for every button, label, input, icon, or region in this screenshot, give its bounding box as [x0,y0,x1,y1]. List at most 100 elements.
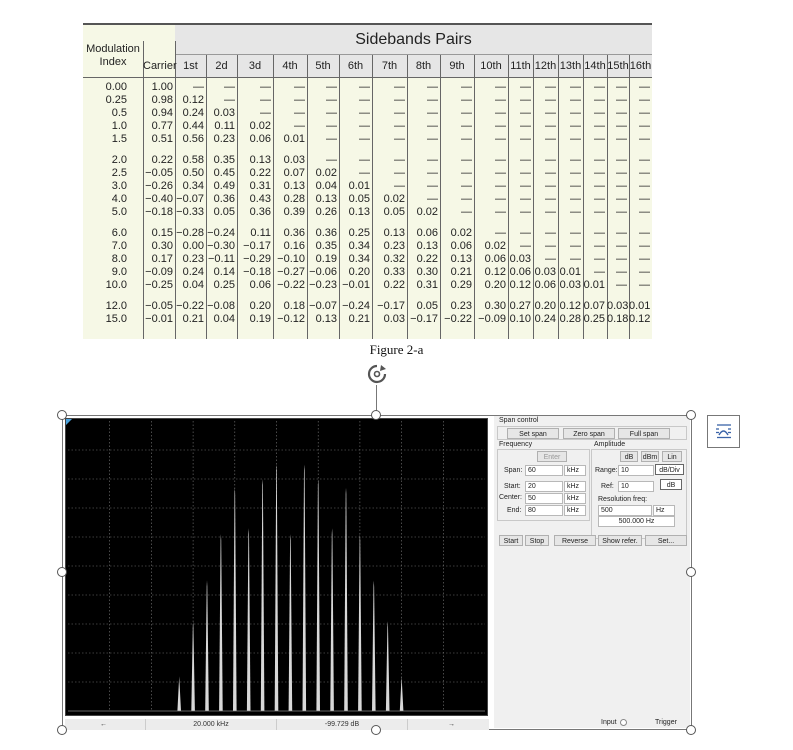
span-input[interactable]: 60 [525,465,563,476]
start-button[interactable]: Start [499,535,523,546]
sideband-cell: 0.07 [283,167,305,179]
resize-handle-bottom-left[interactable] [57,725,67,735]
sideband-header: 15th [607,60,629,72]
scroll-left-arrow[interactable]: ← [100,721,107,728]
sideband-cell: 0.13 [315,193,337,205]
table-column-rule [273,55,274,339]
sideband-cell: −0.10 [277,253,305,265]
table-header-rule [83,77,652,78]
full-span-button[interactable]: Full span [618,428,670,439]
sideband-cell: — [461,167,472,179]
sideband-cell: −0.08 [207,300,235,312]
show-reference-button[interactable]: Show refer. [598,535,642,546]
resize-handle-bottom[interactable] [371,725,381,735]
resize-handle-top-right[interactable] [686,410,696,420]
sideband-cell: — [594,107,605,119]
table-column-rule [307,55,308,339]
sideband-cell: — [639,167,650,179]
layout-options-button[interactable] [707,415,740,448]
lin-button[interactable]: Lin [662,451,682,462]
set-span-button[interactable]: Set span [507,428,559,439]
range-unit-button[interactable]: dB/Div [655,464,684,475]
status-bar: ← 20.000 kHz -99.729 dB → [65,719,489,730]
sideband-cell: — [639,81,650,93]
sideband-cell: −0.17 [377,300,405,312]
sideband-cell: — [359,107,370,119]
sideband-cell: −0.07 [176,193,204,205]
center-unit-select[interactable]: kHz [564,493,586,504]
sideband-cell: — [639,227,650,239]
sideband-cell: −0.28 [176,227,204,239]
input-indicator-label: Input [601,719,617,726]
sideband-cell: 0.16 [283,240,305,252]
end-input[interactable]: 80 [525,505,563,516]
start-unit-select[interactable]: kHz [564,481,586,492]
carrier-cell: −0.26 [145,180,173,192]
rotate-handle-icon[interactable] [366,363,388,385]
set-dialog-button[interactable]: Set... [645,535,687,546]
end-field-label: End: [507,507,522,514]
resize-handle-left[interactable] [57,567,67,577]
reverse-button[interactable]: Reverse [554,535,596,546]
sideband-cell: 0.28 [559,313,581,325]
dbm-button[interactable]: dBm [641,451,659,462]
sideband-cell: — [545,133,556,145]
span-control-group [497,426,687,440]
sideband-header: 9th [449,60,465,72]
sideband-cell: 0.28 [283,193,305,205]
sideband-cell: 0.21 [348,313,370,325]
sideband-cell: −0.33 [176,206,204,218]
range-input[interactable]: 10 [618,465,654,476]
resize-handle-bottom-right[interactable] [686,725,696,735]
sideband-cell: — [639,154,650,166]
start-input[interactable]: 20 [525,481,563,492]
sideband-cell: 0.27 [509,300,531,312]
scroll-right-arrow[interactable]: → [448,721,455,728]
resolution-unit-select[interactable]: Hz [653,505,675,516]
sideband-cell: 0.23 [450,300,472,312]
resize-handle-top[interactable] [371,410,381,420]
sideband-cell: 0.13 [383,227,405,239]
sideband-cell: — [394,120,405,132]
sideband-cell: 0.03 [283,154,305,166]
table-column-rule [372,55,373,339]
sideband-cell: — [326,94,337,106]
resize-handle-right[interactable] [686,567,696,577]
sideband-cell: 0.31 [416,279,438,291]
sideband-cell: — [594,206,605,218]
layout-options-icon [716,424,731,439]
ref-input[interactable]: 10 [618,481,654,492]
modulation-index-cell: 12.0 [105,300,127,312]
sideband-cell: — [461,120,472,132]
db-button[interactable]: dB [620,451,638,462]
enter-button[interactable]: Enter [537,451,567,462]
sideband-cell: — [616,279,627,291]
resolution-freq-input[interactable]: 500 [598,505,652,516]
resize-handle-top-left[interactable] [57,410,67,420]
sideband-cell: — [639,120,650,132]
table-column-rule [474,55,475,339]
sideband-cell: — [616,240,627,252]
zero-span-button[interactable]: Zero span [563,428,615,439]
stop-button[interactable]: Stop [525,535,549,546]
spectral-line [330,528,334,711]
sideband-cell: 0.43 [249,193,271,205]
span-unit-select[interactable]: kHz [564,465,586,476]
spectral-line [358,534,362,711]
sideband-cell: — [616,94,627,106]
sideband-cell: 0.13 [450,253,472,265]
sideband-cell: 0.01 [559,266,581,278]
modulation-index-cell: 4.0 [111,193,127,205]
sideband-cell: — [639,193,650,205]
sideband-cell: 0.24 [182,107,204,119]
sideband-cell: 0.24 [182,266,204,278]
modulation-index-cell: 0.00 [105,81,127,93]
table-column-rule [533,55,534,339]
sideband-cell: −0.27 [277,266,305,278]
sideband-header: 14th [584,60,606,72]
sideband-cell: — [570,94,581,106]
sideband-cell: — [394,180,405,192]
center-input[interactable]: 50 [525,493,563,504]
end-unit-select[interactable]: kHz [564,505,586,516]
ref-unit-button[interactable]: dB [660,479,682,490]
